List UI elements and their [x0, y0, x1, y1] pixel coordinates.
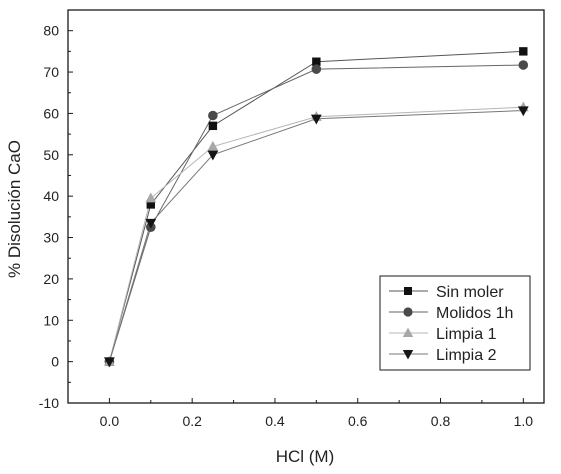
y-tick-label: 10 [43, 312, 59, 328]
legend-label: Molidos 1h [436, 305, 513, 322]
y-tick-label: 50 [43, 147, 59, 163]
x-axis-label: HCl (M) [276, 447, 335, 466]
data-point-series-3 [145, 218, 157, 229]
data-point-series-0 [146, 200, 155, 209]
data-point-series-0 [312, 57, 321, 66]
y-tick-label: -10 [39, 395, 59, 411]
legend-label: Limpia 2 [436, 347, 497, 364]
plot-area-border [67, 9, 545, 404]
x-tick-label: 0.0 [100, 413, 120, 429]
x-tick-label: 0.8 [431, 413, 451, 429]
y-tick-label: 70 [43, 64, 59, 80]
y-tick-label: 60 [43, 105, 59, 121]
data-point-series-1 [311, 64, 322, 74]
data-point-series-3 [517, 106, 529, 117]
legend-label: Limpia 1 [436, 326, 497, 343]
y-tick-label: 0 [51, 354, 59, 370]
axis-ticks: 0.0 0.2 0.4 0.6 0.8 1.0 -10 0 10 20 30 40 50 60 70 80 [39, 23, 533, 429]
data-point-series-1 [518, 60, 529, 70]
legend-marker [402, 327, 414, 337]
x-tick-label: 0.6 [348, 413, 368, 429]
x-tick-label: 1.0 [514, 413, 534, 429]
legend-marker [404, 287, 412, 295]
data-point-series-3 [103, 357, 115, 368]
y-tick-label: 40 [43, 188, 59, 204]
data-point-series-0 [519, 47, 528, 56]
plot-frame [67, 9, 545, 404]
legend-label: Sin moler [436, 284, 504, 301]
y-tick-label: 30 [43, 230, 59, 246]
y-tick-label: 80 [43, 23, 59, 39]
data-point-series-1 [208, 110, 218, 121]
data-point-series-2 [145, 192, 157, 203]
x-tick-label: 0.4 [265, 413, 285, 429]
legend: Sin moler Molidos 1h Limpia 1 Limpia 2 [379, 275, 531, 371]
legend-marker [403, 307, 413, 317]
y-axis-label: % Disolución CaO [5, 140, 24, 278]
series-layer [103, 47, 529, 368]
y-tick-label: 20 [43, 271, 59, 287]
data-point-series-3 [310, 114, 322, 125]
data-point-series-3 [207, 150, 219, 161]
data-point-series-2 [207, 140, 219, 151]
x-tick-label: 0.2 [182, 413, 202, 429]
legend-marker [402, 350, 414, 360]
data-point-series-0 [208, 121, 218, 131]
